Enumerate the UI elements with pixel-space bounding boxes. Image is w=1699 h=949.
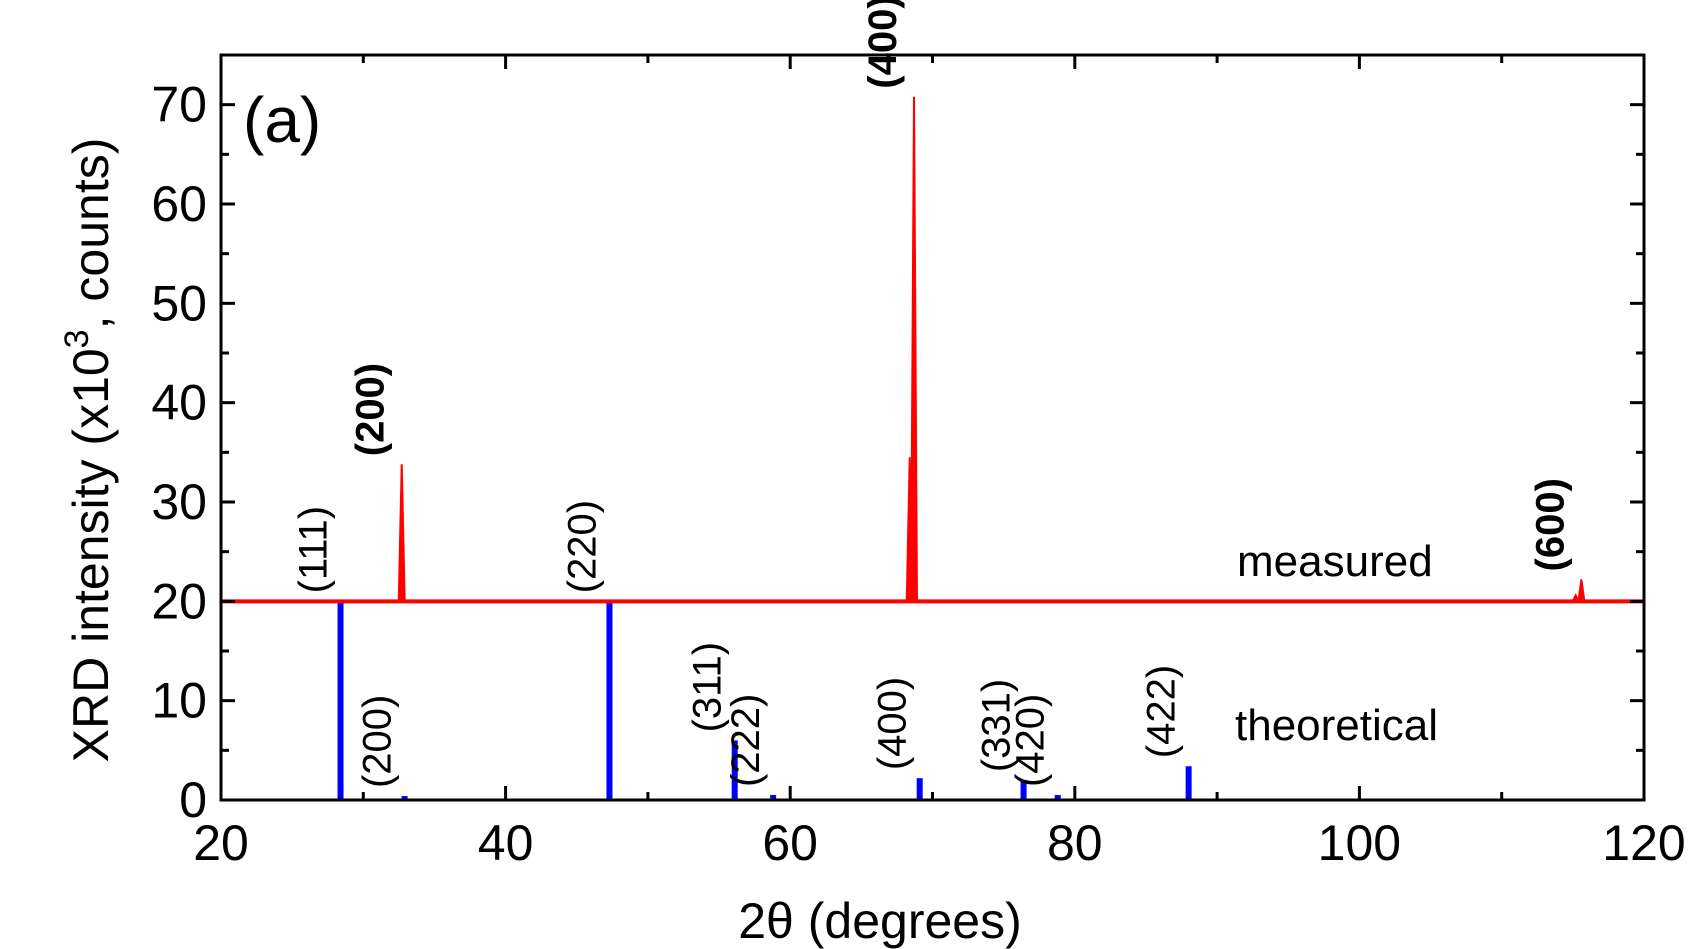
x-tick-label: 20 [193, 815, 249, 871]
panel-label: (a) [243, 84, 321, 156]
y-tick-label: 30 [151, 474, 207, 530]
y-tick-label: 60 [151, 176, 207, 232]
y-tick-label: 40 [151, 375, 207, 431]
theoretical-peak-label: (220) [560, 500, 604, 593]
x-tick-label: 100 [1318, 815, 1401, 871]
y-tick-label: 20 [151, 573, 207, 629]
y-axis-title-suffix: , counts) [63, 138, 119, 330]
theoretical-peak-label: (400) [871, 677, 915, 770]
theoretical-peak-label: (420) [1009, 694, 1053, 787]
x-tick-label: 40 [478, 815, 534, 871]
measured-series-label: measured [1237, 537, 1433, 586]
x-tick-label: 60 [762, 815, 818, 871]
theoretical-peak-label: (422) [1140, 665, 1184, 758]
measured-peak-label: (400) [861, 0, 905, 89]
theoretical-peak-label: (331) [975, 679, 1019, 772]
y-tick-label: 50 [151, 275, 207, 331]
theoretical-peak-label: (222) [724, 694, 768, 787]
plot-frame [219, 53, 1646, 802]
x-tick-label: 120 [1602, 815, 1685, 871]
x-axis-title: 2θ (degrees) [738, 893, 1022, 949]
measured-peak-label: (600) [1528, 478, 1572, 571]
y-tick-label: 70 [151, 77, 207, 133]
y-axis-title-main: XRD intensity (x10 [63, 348, 119, 762]
theoretical-series-label: theoretical [1235, 701, 1438, 750]
measured-peak [1577, 579, 1586, 602]
measured-peak-label: (200) [349, 363, 393, 456]
series-layer: (111) (200) (220) (311)(222) (400) (331)(420)… [221, 0, 1644, 800]
y-axis-title: XRD intensity (x103, counts) [58, 138, 119, 763]
x-tick-label: 80 [1047, 815, 1103, 871]
theoretical-peak-label: (200) [356, 695, 400, 788]
y-tick-label: 10 [151, 673, 207, 729]
measured-peak [910, 96, 919, 602]
measured-peak [397, 464, 406, 602]
y-tick-label: 0 [179, 772, 207, 828]
y-axis-title-superscript: 3 [58, 329, 96, 348]
theoretical-peak-label: (111) [292, 506, 336, 593]
axes-layer: 20 40 60 80 100 120 0 10 20 30 40 50 60 70 [151, 53, 1686, 871]
theoretical-peak-label: (311) [686, 642, 730, 732]
